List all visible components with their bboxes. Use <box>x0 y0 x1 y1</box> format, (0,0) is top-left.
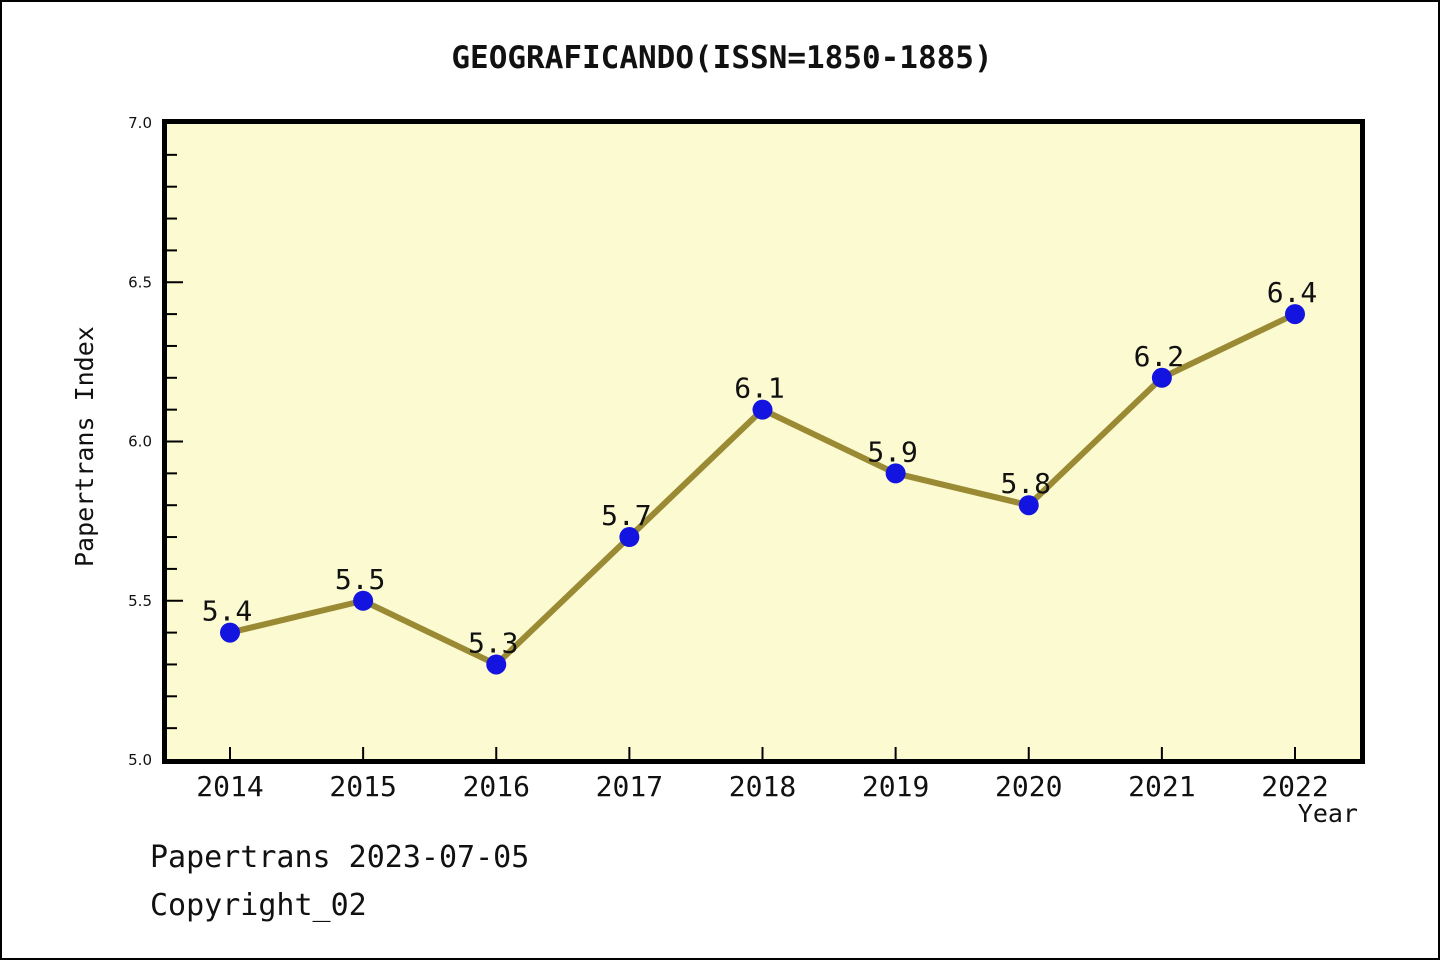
y-tick-label: 7.0 <box>128 114 152 132</box>
data-point <box>885 463 906 484</box>
data-point <box>220 622 240 643</box>
y-axis-label: Papertrans Index <box>70 326 99 567</box>
data-point-label: 5.5 <box>335 563 386 596</box>
data-point <box>353 590 374 611</box>
x-tick-label: 2017 <box>596 770 663 803</box>
y-tick-label: 5.0 <box>128 751 152 769</box>
data-point-label: 5.9 <box>867 435 918 468</box>
data-point-label: 6.1 <box>734 372 785 405</box>
data-point <box>1285 304 1305 325</box>
x-tick-label: 2014 <box>196 770 263 803</box>
x-tick-label: 2021 <box>1128 770 1195 803</box>
data-point-label: 6.2 <box>1134 340 1185 373</box>
data-point <box>1151 367 1172 388</box>
data-point-label: 5.8 <box>1000 467 1051 500</box>
x-tick-label: 2018 <box>729 770 796 803</box>
y-tick-label: 5.5 <box>128 592 152 610</box>
watermark-date-text: Papertrans 2023-07-05 <box>150 840 530 875</box>
y-tick-label: 6.5 <box>128 273 152 291</box>
data-point-label: 6.4 <box>1267 276 1318 309</box>
x-axis-label: Year <box>1297 799 1358 828</box>
x-tick-label: 2019 <box>862 770 929 803</box>
watermark-copyright-text: Copyright_02 <box>150 888 367 923</box>
data-point <box>619 527 640 548</box>
data-point-label: 5.4 <box>202 595 253 628</box>
data-point-label: 5.3 <box>468 626 519 659</box>
y-tick-label: 6.0 <box>128 433 152 451</box>
data-point <box>752 399 773 420</box>
data-point <box>486 654 507 675</box>
x-tick-label: 2016 <box>463 770 530 803</box>
chart-title: GEOGRAFICANDO(ISSN=1850-1885) <box>451 40 993 76</box>
x-tick-label: 2022 <box>1261 770 1328 803</box>
x-tick-label: 2020 <box>995 770 1062 803</box>
data-point-label: 5.7 <box>601 499 652 532</box>
plot-area <box>162 119 1365 764</box>
x-tick-label: 2015 <box>329 770 396 803</box>
data-point <box>1018 495 1039 516</box>
